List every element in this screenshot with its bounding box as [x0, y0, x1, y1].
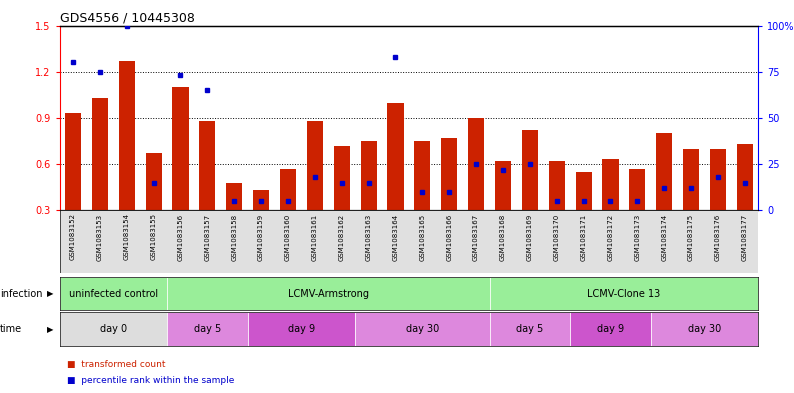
Text: GSM1083153: GSM1083153	[97, 213, 103, 261]
Text: day 5: day 5	[516, 324, 543, 334]
Text: LCMV-Armstrong: LCMV-Armstrong	[287, 289, 368, 299]
Text: GSM1083156: GSM1083156	[178, 213, 183, 261]
Bar	[118, 61, 135, 210]
Text: GSM1083177: GSM1083177	[742, 213, 748, 261]
Bar	[65, 113, 81, 210]
Bar	[280, 169, 296, 210]
Bar	[490, 312, 570, 346]
Bar	[710, 149, 726, 210]
Bar	[603, 160, 619, 210]
Text: day 9: day 9	[288, 324, 315, 334]
Text: GSM1083154: GSM1083154	[124, 213, 129, 261]
Bar	[630, 169, 646, 210]
Bar	[576, 172, 592, 210]
Text: GSM1083161: GSM1083161	[312, 213, 318, 261]
Bar	[60, 210, 758, 273]
Bar	[495, 161, 511, 210]
Bar	[656, 133, 673, 210]
Bar	[92, 98, 108, 210]
Bar	[468, 118, 484, 210]
Text: GSM1083160: GSM1083160	[285, 213, 291, 261]
Bar	[549, 161, 565, 210]
Bar	[490, 277, 758, 310]
Text: GSM1083166: GSM1083166	[446, 213, 453, 261]
Text: GSM1083168: GSM1083168	[500, 213, 506, 261]
Bar	[737, 144, 753, 210]
Bar	[253, 190, 269, 210]
Text: GSM1083169: GSM1083169	[527, 213, 533, 261]
Text: day 5: day 5	[194, 324, 221, 334]
Text: ▶: ▶	[47, 289, 53, 298]
Text: GSM1083174: GSM1083174	[661, 213, 667, 261]
Bar	[167, 312, 248, 346]
Text: day 0: day 0	[100, 324, 127, 334]
Text: LCMV-Clone 13: LCMV-Clone 13	[588, 289, 661, 299]
Text: uninfected control: uninfected control	[69, 289, 158, 299]
Text: GSM1083155: GSM1083155	[151, 213, 156, 261]
Bar	[172, 87, 188, 210]
Bar	[522, 130, 538, 210]
Bar	[360, 141, 376, 210]
Text: GSM1083172: GSM1083172	[607, 213, 614, 261]
Text: GSM1083175: GSM1083175	[688, 213, 694, 261]
Text: GSM1083157: GSM1083157	[204, 213, 210, 261]
Text: GSM1083167: GSM1083167	[473, 213, 479, 261]
Text: GDS4556 / 10445308: GDS4556 / 10445308	[60, 12, 195, 25]
Text: GSM1083165: GSM1083165	[419, 213, 426, 261]
Bar	[651, 312, 758, 346]
Text: GSM1083170: GSM1083170	[553, 213, 560, 261]
Bar	[248, 312, 355, 346]
Bar	[60, 277, 167, 310]
Text: ▶: ▶	[47, 325, 53, 334]
Bar	[441, 138, 457, 210]
Bar	[414, 141, 430, 210]
Bar	[355, 312, 490, 346]
Text: ■  percentile rank within the sample: ■ percentile rank within the sample	[67, 376, 235, 385]
Bar	[226, 182, 242, 210]
Bar	[570, 312, 651, 346]
Text: GSM1083173: GSM1083173	[634, 213, 640, 261]
Text: GSM1083164: GSM1083164	[392, 213, 399, 261]
Text: day 30: day 30	[406, 324, 439, 334]
Text: GSM1083162: GSM1083162	[339, 213, 345, 261]
Text: GSM1083176: GSM1083176	[715, 213, 721, 261]
Text: GSM1083159: GSM1083159	[258, 213, 264, 261]
Bar	[199, 121, 215, 210]
Text: GSM1083152: GSM1083152	[70, 213, 76, 261]
Text: GSM1083171: GSM1083171	[580, 213, 587, 261]
Bar	[60, 312, 167, 346]
Text: ■  transformed count: ■ transformed count	[67, 360, 166, 369]
Bar	[145, 153, 162, 210]
Text: infection: infection	[0, 289, 43, 299]
Text: time: time	[0, 324, 22, 334]
Text: day 30: day 30	[688, 324, 721, 334]
Bar	[306, 121, 323, 210]
Bar	[333, 145, 350, 210]
Bar	[387, 103, 403, 210]
Bar	[683, 149, 700, 210]
Bar	[167, 277, 490, 310]
Text: GSM1083163: GSM1083163	[365, 213, 372, 261]
Text: GSM1083158: GSM1083158	[231, 213, 237, 261]
Text: day 9: day 9	[597, 324, 624, 334]
